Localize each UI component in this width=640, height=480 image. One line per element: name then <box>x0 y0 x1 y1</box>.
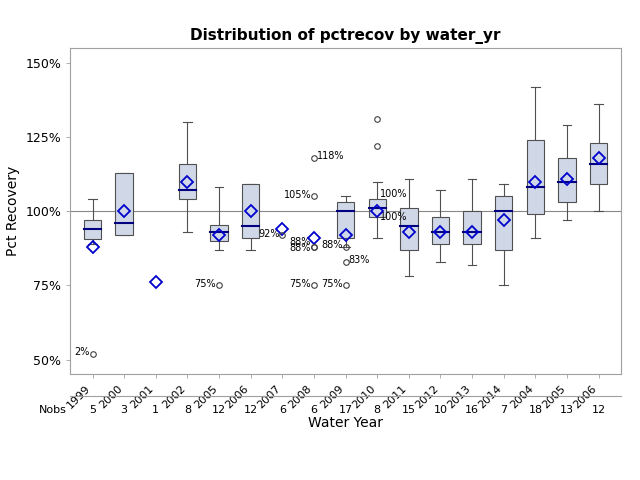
Text: 75%: 75% <box>195 279 216 289</box>
FancyBboxPatch shape <box>590 143 607 184</box>
Text: 7: 7 <box>500 406 508 415</box>
Text: Nobs: Nobs <box>39 406 67 415</box>
Text: 88%: 88% <box>290 238 311 248</box>
FancyBboxPatch shape <box>211 225 228 241</box>
FancyBboxPatch shape <box>179 164 196 199</box>
FancyBboxPatch shape <box>432 217 449 244</box>
Text: 8: 8 <box>184 406 191 415</box>
Y-axis label: Pct Recovery: Pct Recovery <box>6 166 20 256</box>
FancyBboxPatch shape <box>369 199 386 217</box>
FancyBboxPatch shape <box>463 211 481 244</box>
Text: 6: 6 <box>310 406 317 415</box>
Text: 2%: 2% <box>74 347 90 357</box>
Text: 75%: 75% <box>289 279 311 289</box>
Text: 6: 6 <box>279 406 286 415</box>
Text: 16: 16 <box>465 406 479 415</box>
Text: 13: 13 <box>560 406 574 415</box>
FancyBboxPatch shape <box>400 208 417 250</box>
Title: Distribution of pctrecov by water_yr: Distribution of pctrecov by water_yr <box>190 28 501 44</box>
Text: 10: 10 <box>433 406 447 415</box>
Text: 100%: 100% <box>380 212 408 222</box>
FancyBboxPatch shape <box>84 220 101 240</box>
Text: 12: 12 <box>212 406 226 415</box>
Text: 12: 12 <box>244 406 258 415</box>
Text: 12: 12 <box>591 406 605 415</box>
Text: 88%: 88% <box>290 243 311 253</box>
Text: 15: 15 <box>402 406 416 415</box>
FancyBboxPatch shape <box>242 184 259 238</box>
Text: 105%: 105% <box>284 190 311 200</box>
Text: 92%: 92% <box>258 228 280 239</box>
Text: 18: 18 <box>529 406 543 415</box>
FancyBboxPatch shape <box>558 158 576 202</box>
Text: 17: 17 <box>339 406 353 415</box>
Text: 3: 3 <box>121 406 127 415</box>
FancyBboxPatch shape <box>337 202 355 238</box>
Text: 100%: 100% <box>380 189 408 199</box>
Text: 8: 8 <box>374 406 381 415</box>
X-axis label: Water Year: Water Year <box>308 416 383 430</box>
Text: 88%: 88% <box>321 240 343 251</box>
FancyBboxPatch shape <box>495 196 513 250</box>
Text: 5: 5 <box>89 406 96 415</box>
Text: 118%: 118% <box>317 151 344 161</box>
FancyBboxPatch shape <box>527 140 544 214</box>
Text: 75%: 75% <box>321 279 343 289</box>
FancyBboxPatch shape <box>115 173 133 235</box>
Text: 83%: 83% <box>348 255 370 265</box>
Text: 1: 1 <box>152 406 159 415</box>
